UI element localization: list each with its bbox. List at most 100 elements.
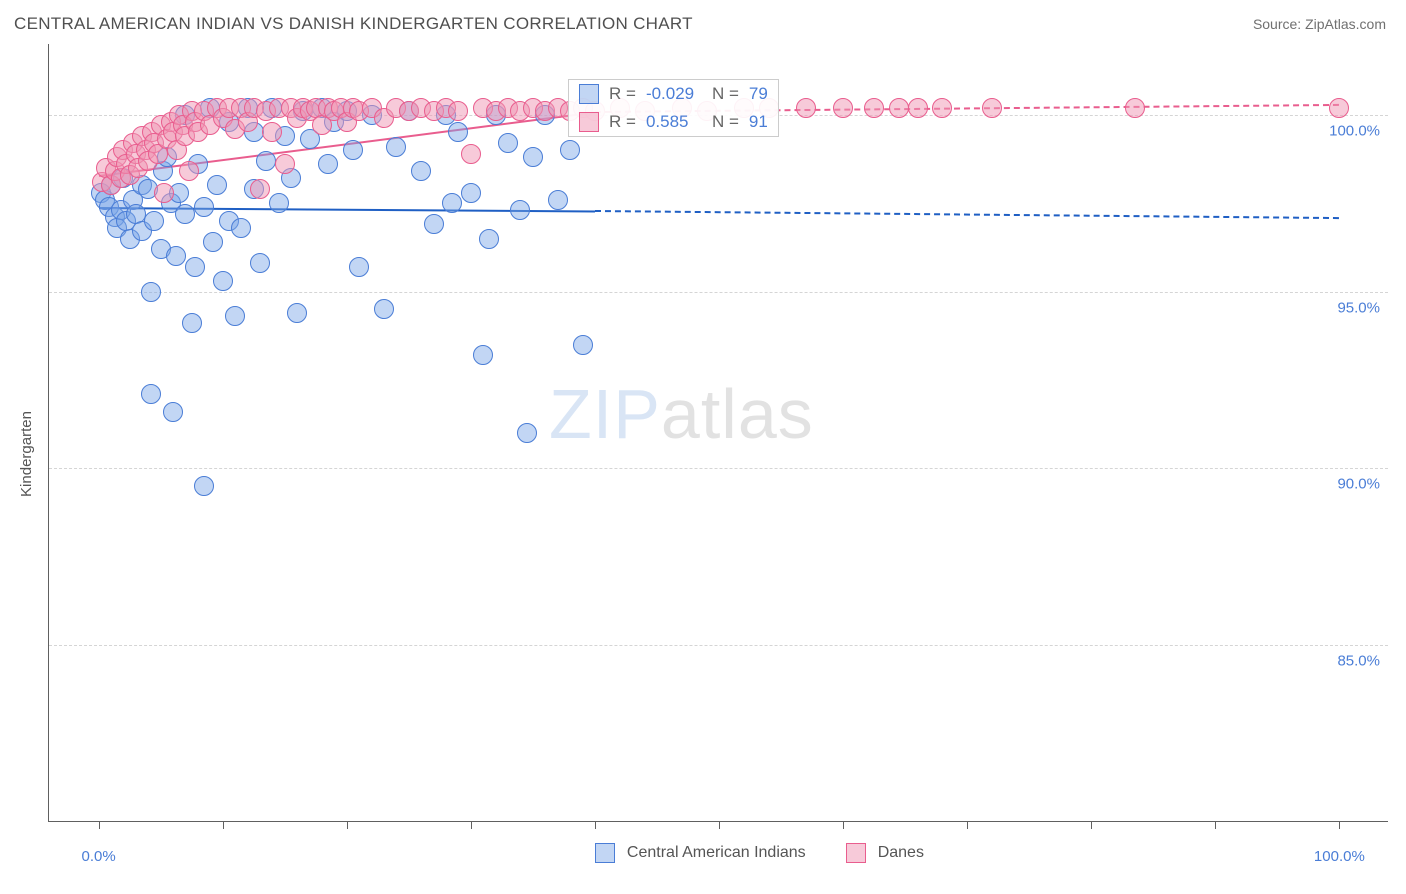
data-point-danes	[461, 144, 481, 164]
data-point-danes	[889, 98, 909, 118]
data-point-cai	[386, 137, 406, 157]
x-tick	[595, 821, 596, 829]
data-point-cai	[203, 232, 223, 252]
data-point-danes	[1125, 98, 1145, 118]
data-point-cai	[144, 211, 164, 231]
data-point-cai	[498, 133, 518, 153]
x-tick	[719, 821, 720, 829]
data-point-cai	[182, 313, 202, 333]
data-point-cai	[141, 282, 161, 302]
y-tick-label: 90.0%	[1337, 476, 1380, 493]
chart-area: Kindergarten ZIPatlas 85.0% 90.0% 95.0% 100…	[0, 44, 1406, 894]
data-point-cai	[163, 402, 183, 422]
stats-row-danes: R = 0.585 N = 91	[569, 108, 778, 136]
x-tick	[843, 821, 844, 829]
grid-line	[49, 468, 1388, 469]
legend-label-cai: Central American Indians	[627, 844, 806, 862]
stats-swatch-cai	[579, 84, 599, 104]
data-point-cai	[194, 197, 214, 217]
data-point-cai	[231, 218, 251, 238]
data-point-cai	[207, 175, 227, 195]
data-point-cai	[175, 204, 195, 224]
n-value: 91	[749, 112, 768, 132]
data-point-danes	[982, 98, 1002, 118]
x-tick	[1215, 821, 1216, 829]
data-point-cai	[225, 306, 245, 326]
x-tick-label: 0.0%	[82, 848, 116, 865]
data-point-cai	[185, 257, 205, 277]
data-point-danes	[179, 161, 199, 181]
n-label: N =	[712, 84, 739, 104]
data-point-cai	[560, 140, 580, 160]
y-tick-label: 85.0%	[1337, 653, 1380, 670]
legend-label-danes: Danes	[878, 844, 924, 862]
data-point-cai	[479, 229, 499, 249]
legend-swatch-cai	[595, 843, 615, 863]
source-label: Source: ZipAtlas.com	[1253, 16, 1386, 32]
data-point-cai	[349, 257, 369, 277]
data-point-danes	[262, 122, 282, 142]
data-point-cai	[194, 476, 214, 496]
data-point-danes	[448, 101, 468, 121]
data-point-cai	[343, 140, 363, 160]
r-value: 0.585	[646, 112, 702, 132]
data-point-danes	[796, 98, 816, 118]
x-tick	[471, 821, 472, 829]
grid-line	[49, 292, 1388, 293]
stats-row-cai: R = -0.029 N = 79	[569, 80, 778, 108]
data-point-cai	[256, 151, 276, 171]
x-tick	[1091, 821, 1092, 829]
data-point-danes	[1329, 98, 1349, 118]
data-point-danes	[250, 179, 270, 199]
chart-header: CENTRAL AMERICAN INDIAN VS DANISH KINDER…	[0, 0, 1406, 44]
watermark-zip: ZIP	[549, 375, 661, 453]
data-point-cai	[448, 122, 468, 142]
trend-line	[595, 210, 1339, 219]
data-point-cai	[269, 193, 289, 213]
x-tick	[967, 821, 968, 829]
data-point-cai	[141, 384, 161, 404]
data-point-danes	[908, 98, 928, 118]
data-point-danes	[833, 98, 853, 118]
r-label: R =	[609, 84, 636, 104]
chart-title: CENTRAL AMERICAN INDIAN VS DANISH KINDER…	[14, 14, 693, 34]
data-point-cai	[250, 253, 270, 273]
data-point-cai	[166, 246, 186, 266]
r-label: R =	[609, 112, 636, 132]
stats-box: R = -0.029 N = 79 R = 0.585 N = 91	[568, 79, 779, 137]
n-label: N =	[712, 112, 739, 132]
data-point-cai	[374, 299, 394, 319]
legend: Central American Indians Danes	[595, 843, 952, 863]
plot-region: ZIPatlas 85.0%90.0%95.0%100.0%0.0%100.0%…	[48, 44, 1388, 822]
y-tick-label: 95.0%	[1337, 299, 1380, 316]
x-tick	[99, 821, 100, 829]
data-point-cai	[411, 161, 431, 181]
data-point-cai	[318, 154, 338, 174]
data-point-danes	[275, 154, 295, 174]
data-point-cai	[424, 214, 444, 234]
watermark: ZIPatlas	[549, 374, 814, 454]
data-point-cai	[473, 345, 493, 365]
data-point-cai	[523, 147, 543, 167]
data-point-cai	[287, 303, 307, 323]
data-point-danes	[932, 98, 952, 118]
data-point-cai	[510, 200, 530, 220]
stats-swatch-danes	[579, 112, 599, 132]
watermark-atlas: atlas	[661, 375, 814, 453]
data-point-cai	[517, 423, 537, 443]
r-value: -0.029	[646, 84, 702, 104]
legend-swatch-danes	[846, 843, 866, 863]
y-axis-title: Kindergarten	[18, 411, 35, 497]
x-tick	[1339, 821, 1340, 829]
data-point-cai	[461, 183, 481, 203]
data-point-cai	[548, 190, 568, 210]
data-point-cai	[213, 271, 233, 291]
x-tick-label: 100.0%	[1314, 848, 1365, 865]
data-point-cai	[442, 193, 462, 213]
x-tick	[223, 821, 224, 829]
data-point-danes	[864, 98, 884, 118]
data-point-danes	[154, 183, 174, 203]
n-value: 79	[749, 84, 768, 104]
x-tick	[347, 821, 348, 829]
grid-line	[49, 645, 1388, 646]
